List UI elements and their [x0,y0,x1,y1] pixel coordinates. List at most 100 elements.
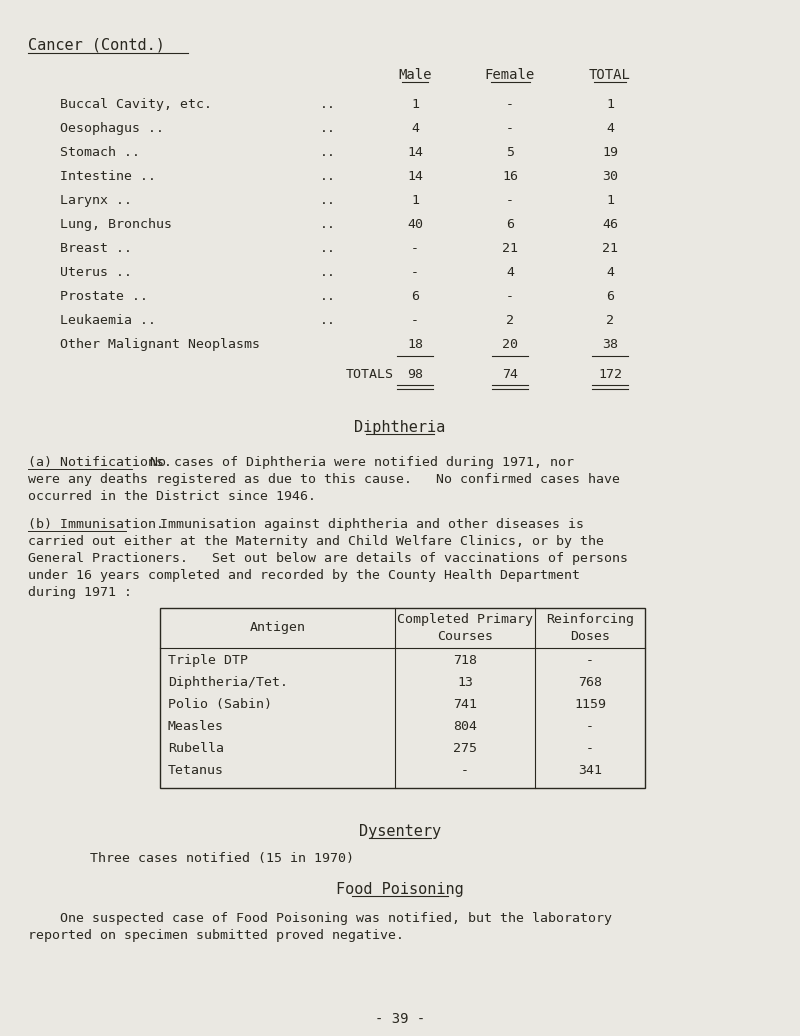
Text: TOTALS: TOTALS [346,368,394,381]
Text: -: - [506,194,514,207]
Text: -: - [411,314,419,327]
Text: Male: Male [398,68,432,82]
Text: Diphtheria/Tet.: Diphtheria/Tet. [168,677,288,689]
Text: -: - [506,98,514,111]
Text: -: - [411,266,419,279]
Text: 6: 6 [606,290,614,303]
Text: (b) Immunisation.: (b) Immunisation. [28,518,164,531]
Text: 40: 40 [407,218,423,231]
Text: Lung, Bronchus: Lung, Bronchus [60,218,172,231]
Text: -: - [411,242,419,255]
Text: Buccal Cavity, etc.: Buccal Cavity, etc. [60,98,212,111]
Text: 741: 741 [453,698,477,711]
Text: Reinforcing: Reinforcing [546,613,634,627]
Text: -: - [586,654,594,667]
Text: Immunisation against diphtheria and other diseases is: Immunisation against diphtheria and othe… [128,518,584,531]
Text: 275: 275 [453,742,477,755]
Text: Other Malignant Neoplasms: Other Malignant Neoplasms [60,338,260,351]
Text: 1: 1 [606,194,614,207]
Text: -: - [586,742,594,755]
Text: 2: 2 [606,314,614,327]
Text: Cancer (Contd.): Cancer (Contd.) [28,38,165,53]
Text: 19: 19 [602,146,618,159]
Text: Female: Female [485,68,535,82]
Text: 768: 768 [578,677,602,689]
Text: Triple DTP: Triple DTP [168,654,248,667]
Text: General Practioners.   Set out below are details of vaccinations of persons: General Practioners. Set out below are d… [28,552,628,565]
Text: ..: .. [320,122,336,135]
Text: ..: .. [320,194,336,207]
Text: 1: 1 [411,194,419,207]
Text: 21: 21 [502,242,518,255]
Text: carried out either at the Maternity and Child Welfare Clinics, or by the: carried out either at the Maternity and … [28,535,604,548]
Text: -: - [461,764,469,777]
Text: Oesophagus ..: Oesophagus .. [60,122,164,135]
Text: reported on specimen submitted proved negative.: reported on specimen submitted proved ne… [28,929,404,942]
Text: Leukaemia ..: Leukaemia .. [60,314,156,327]
Text: Breast ..: Breast .. [60,242,132,255]
Text: Larynx ..: Larynx .. [60,194,132,207]
Text: 16: 16 [502,170,518,183]
Text: ..: .. [320,266,336,279]
Text: under 16 years completed and recorded by the County Health Department: under 16 years completed and recorded by… [28,569,580,582]
Text: 14: 14 [407,170,423,183]
Text: Tetanus: Tetanus [168,764,224,777]
Text: 1: 1 [411,98,419,111]
Text: 21: 21 [602,242,618,255]
Text: were any deaths registered as due to this cause.   No confirmed cases have: were any deaths registered as due to thi… [28,473,620,486]
Text: 1159: 1159 [574,698,606,711]
Text: One suspected case of Food Poisoning was notified, but the laboratory: One suspected case of Food Poisoning was… [28,912,612,925]
Text: Courses: Courses [437,630,493,642]
Text: 4: 4 [606,266,614,279]
Text: 4: 4 [606,122,614,135]
Text: -: - [586,720,594,733]
Text: - 39 -: - 39 - [375,1012,425,1026]
Text: Polio (Sabin): Polio (Sabin) [168,698,272,711]
Text: Measles: Measles [168,720,224,733]
Text: 46: 46 [602,218,618,231]
Text: ..: .. [320,290,336,303]
Text: No cases of Diphtheria were notified during 1971, nor: No cases of Diphtheria were notified dur… [134,456,574,469]
Text: 38: 38 [602,338,618,351]
Text: Intestine ..: Intestine .. [60,170,156,183]
Text: 2: 2 [506,314,514,327]
Text: Prostate ..: Prostate .. [60,290,148,303]
Text: ..: .. [320,242,336,255]
Text: 718: 718 [453,654,477,667]
Text: ..: .. [320,314,336,327]
Text: 6: 6 [506,218,514,231]
Text: 13: 13 [457,677,473,689]
Text: 14: 14 [407,146,423,159]
Text: TOTAL: TOTAL [589,68,631,82]
Text: ..: .. [320,146,336,159]
Text: Dysentery: Dysentery [359,824,441,839]
Text: -: - [506,290,514,303]
Text: 5: 5 [506,146,514,159]
Text: 341: 341 [578,764,602,777]
Text: -: - [506,122,514,135]
Text: occurred in the District since 1946.: occurred in the District since 1946. [28,490,316,503]
Text: Antigen: Antigen [250,622,306,634]
Text: 4: 4 [411,122,419,135]
Bar [160,608,645,788]
Text: (a) Notifications.: (a) Notifications. [28,456,172,469]
Text: Completed Primary: Completed Primary [397,613,533,627]
Text: 74: 74 [502,368,518,381]
Text: Food Poisoning: Food Poisoning [336,882,464,897]
Text: 4: 4 [506,266,514,279]
Text: 20: 20 [502,338,518,351]
Text: Rubella: Rubella [168,742,224,755]
Text: 30: 30 [602,170,618,183]
Text: 98: 98 [407,368,423,381]
Text: Three cases notified (15 in 1970): Three cases notified (15 in 1970) [90,852,354,865]
Text: ..: .. [320,98,336,111]
Text: ..: .. [320,170,336,183]
Text: 1: 1 [606,98,614,111]
Text: 18: 18 [407,338,423,351]
Text: Doses: Doses [570,630,610,642]
Text: 6: 6 [411,290,419,303]
Text: Diphtheria: Diphtheria [354,420,446,435]
Text: Stomach ..: Stomach .. [60,146,140,159]
Text: Uterus ..: Uterus .. [60,266,132,279]
Text: ..: .. [320,218,336,231]
